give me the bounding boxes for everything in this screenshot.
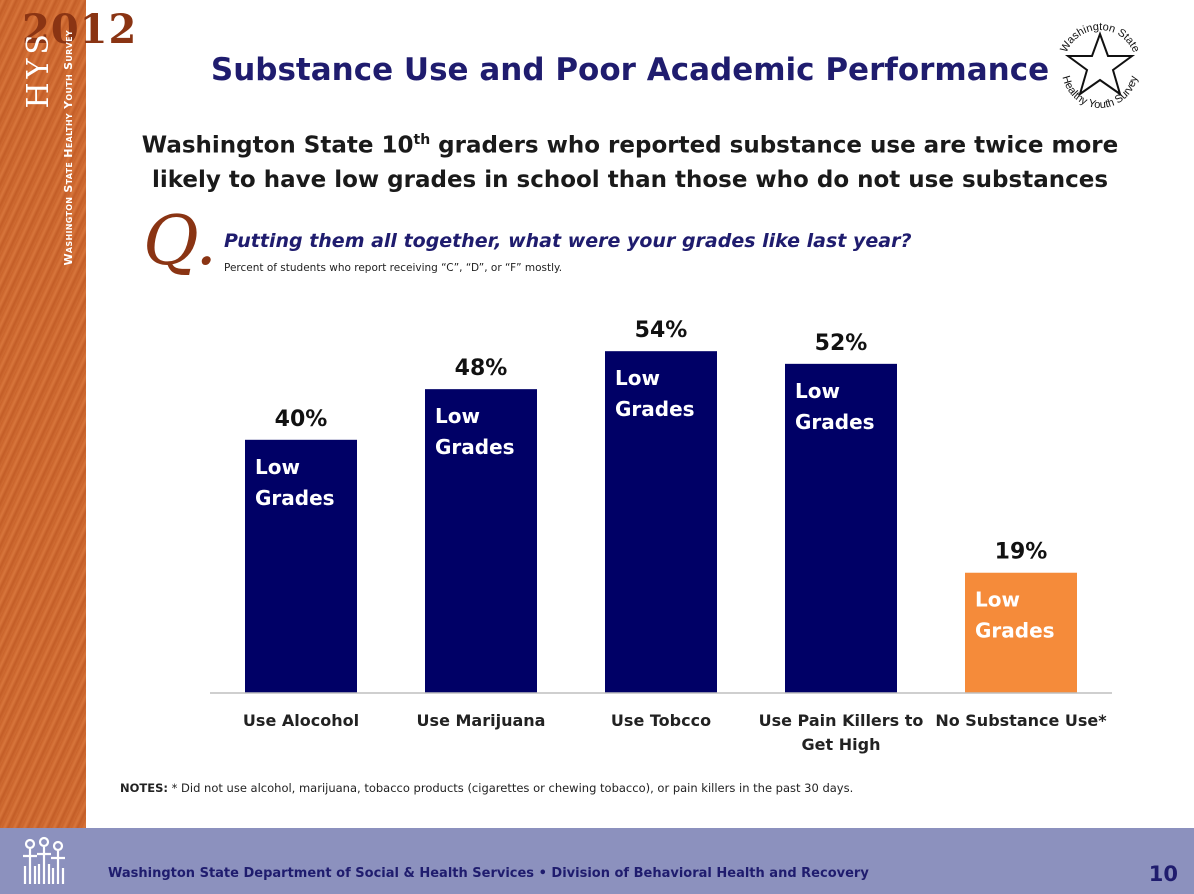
bar-inner-label: Grades [615,397,695,421]
bar-inner-label: Grades [435,435,515,459]
notes: NOTES: * Did not use alcohol, marijuana,… [120,781,853,795]
notes-text: * Did not use alcohol, marijuana, tobacc… [167,781,854,795]
question-subtext: Percent of students who report receiving… [224,262,563,274]
bar [605,351,717,693]
footer-organization: Washington State Department of Social & … [108,866,869,881]
notes-label: NOTES: [120,781,168,795]
bar-inner-label: Low [615,366,660,390]
subtitle-line1-post: graders who reported substance use are t… [430,132,1119,159]
bar-inner-label: Grades [255,486,335,510]
x-tick-label: Use Marijuana [417,711,546,730]
survey-question: Putting them all together, what were you… [224,230,912,252]
chart-subtitle: Washington State 10th graders who report… [130,123,1130,197]
bar-inner-label: Low [975,588,1020,612]
star-icon [1064,31,1136,97]
x-tick-label: Use Pain Killers to [759,711,924,730]
x-tick-label: Use Alocohol [243,711,359,730]
footer-bar: Washington State Department of Social & … [0,828,1194,894]
subtitle-sup: th [413,132,431,148]
bar-inner-label: Low [435,404,480,428]
bar [425,389,537,693]
bar-chart: 40% Low Grades Use Alocohol 48% Low Grades Use … [210,318,1112,754]
bar [245,439,357,693]
healthy-youth-survey-logo: Washington State Healthy Youth Survey [1058,21,1142,111]
bar-inner-label: Low [795,379,840,403]
data-label: 52% [815,331,868,356]
page-title: Substance Use and Poor Academic Performa… [210,52,1050,88]
data-label: 48% [455,356,508,381]
bar-inner-label: Low [255,455,300,479]
subtitle-line2: likely to have low grades in school than… [151,166,1109,193]
subtitle-line1-pre: Washington State 10 [141,132,414,159]
sidebar-band: 2012 HYS Washington State Healthy Youth … [0,0,136,828]
bar [785,363,897,693]
page-number: 10 [1148,862,1178,886]
data-label: 19% [995,540,1048,565]
bar-inner-label: Grades [795,410,875,434]
survey-year: 2012 [22,6,138,53]
people-icon [23,836,65,884]
bar [965,572,1077,693]
question-mark-glyph: Q. [143,202,217,281]
data-label: 40% [275,407,328,432]
bar-inner-label: Grades [975,619,1055,643]
x-tick-label: Use Tobcco [611,711,711,730]
data-label: 54% [635,318,688,343]
x-tick-label: Get High [802,735,881,754]
x-tick-label: No Substance Use* [935,711,1107,730]
